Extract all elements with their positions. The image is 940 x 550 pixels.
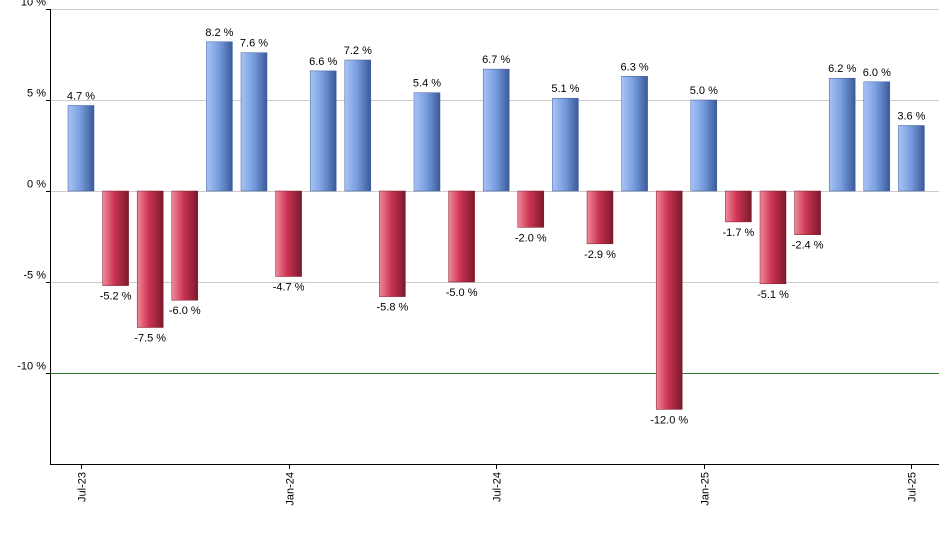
y-tick-label: 5 %	[27, 88, 46, 100]
data-label: 6.7 %	[482, 54, 510, 66]
data-label: 6.3 %	[621, 61, 649, 73]
bar	[794, 190, 821, 235]
bar	[759, 190, 787, 285]
bars-layer	[67, 41, 925, 410]
data-labels-layer: 4.7 % -5.2 % -7.5 % -6.0 % 8.2 % 7.6 % -4.7 % 6…	[67, 27, 926, 427]
bar	[344, 59, 372, 192]
data-label: 4.7 %	[67, 91, 95, 103]
bar	[448, 190, 475, 283]
data-label: 8.2 %	[205, 27, 233, 39]
data-label: 6.0 %	[863, 67, 891, 79]
bar	[67, 105, 95, 192]
y-tick-label: -10 %	[17, 361, 46, 373]
data-label: 5.4 %	[413, 78, 441, 90]
x-tick-label: Jan-24	[285, 472, 297, 506]
bar	[517, 190, 545, 228]
data-label: -4.7 %	[273, 282, 305, 294]
bar	[206, 41, 233, 192]
data-label: -2.9 %	[584, 249, 616, 261]
x-tick-label: Jan-25	[700, 472, 712, 506]
bar	[240, 52, 268, 192]
bar	[379, 190, 406, 297]
bar	[725, 190, 752, 223]
data-label: 6.6 %	[309, 56, 337, 68]
data-label: -5.2 %	[100, 291, 132, 303]
data-label: 7.2 %	[344, 45, 372, 57]
data-label: 6.2 %	[828, 63, 856, 75]
axes-layer: 10 % 5 % 0 % -5 % -10 % Jul-23 Jan-24 Jul-24 Jan…	[17, 0, 939, 506]
grid-layer	[50, 9, 939, 374]
bar	[552, 97, 579, 192]
bar	[482, 68, 510, 192]
data-label: -5.0 %	[446, 287, 478, 299]
bar	[136, 190, 164, 328]
bar	[102, 190, 129, 286]
x-tick-label: Jul-24	[492, 472, 504, 502]
data-label: 5.0 %	[690, 85, 718, 97]
y-tick-label: 10 %	[21, 0, 46, 9]
bar	[413, 92, 441, 192]
bar	[828, 77, 856, 192]
x-tick-label: Jul-23	[77, 472, 89, 502]
data-label: -7.5 %	[134, 333, 166, 345]
bar	[863, 81, 891, 192]
y-tick-label: 0 %	[27, 179, 46, 191]
bar	[621, 76, 648, 192]
data-label: 7.6 %	[240, 38, 268, 50]
data-label: -1.7 %	[723, 227, 755, 239]
data-label: -6.0 %	[169, 305, 201, 317]
x-tick-label: Jul-25	[907, 472, 919, 502]
data-label: -5.8 %	[377, 302, 409, 314]
bar	[309, 70, 337, 192]
data-label: 5.1 %	[551, 83, 579, 95]
bar	[655, 190, 683, 410]
data-label: -2.0 %	[515, 232, 547, 244]
data-label: -2.4 %	[792, 240, 824, 252]
bar	[275, 190, 302, 277]
bar	[586, 190, 614, 245]
data-label: -12.0 %	[650, 414, 688, 426]
bar	[690, 99, 718, 192]
bar	[171, 190, 199, 301]
data-label: -5.1 %	[757, 289, 789, 301]
data-label: 3.6 %	[897, 111, 925, 123]
bar	[898, 125, 925, 192]
y-tick-label: -5 %	[23, 270, 46, 282]
